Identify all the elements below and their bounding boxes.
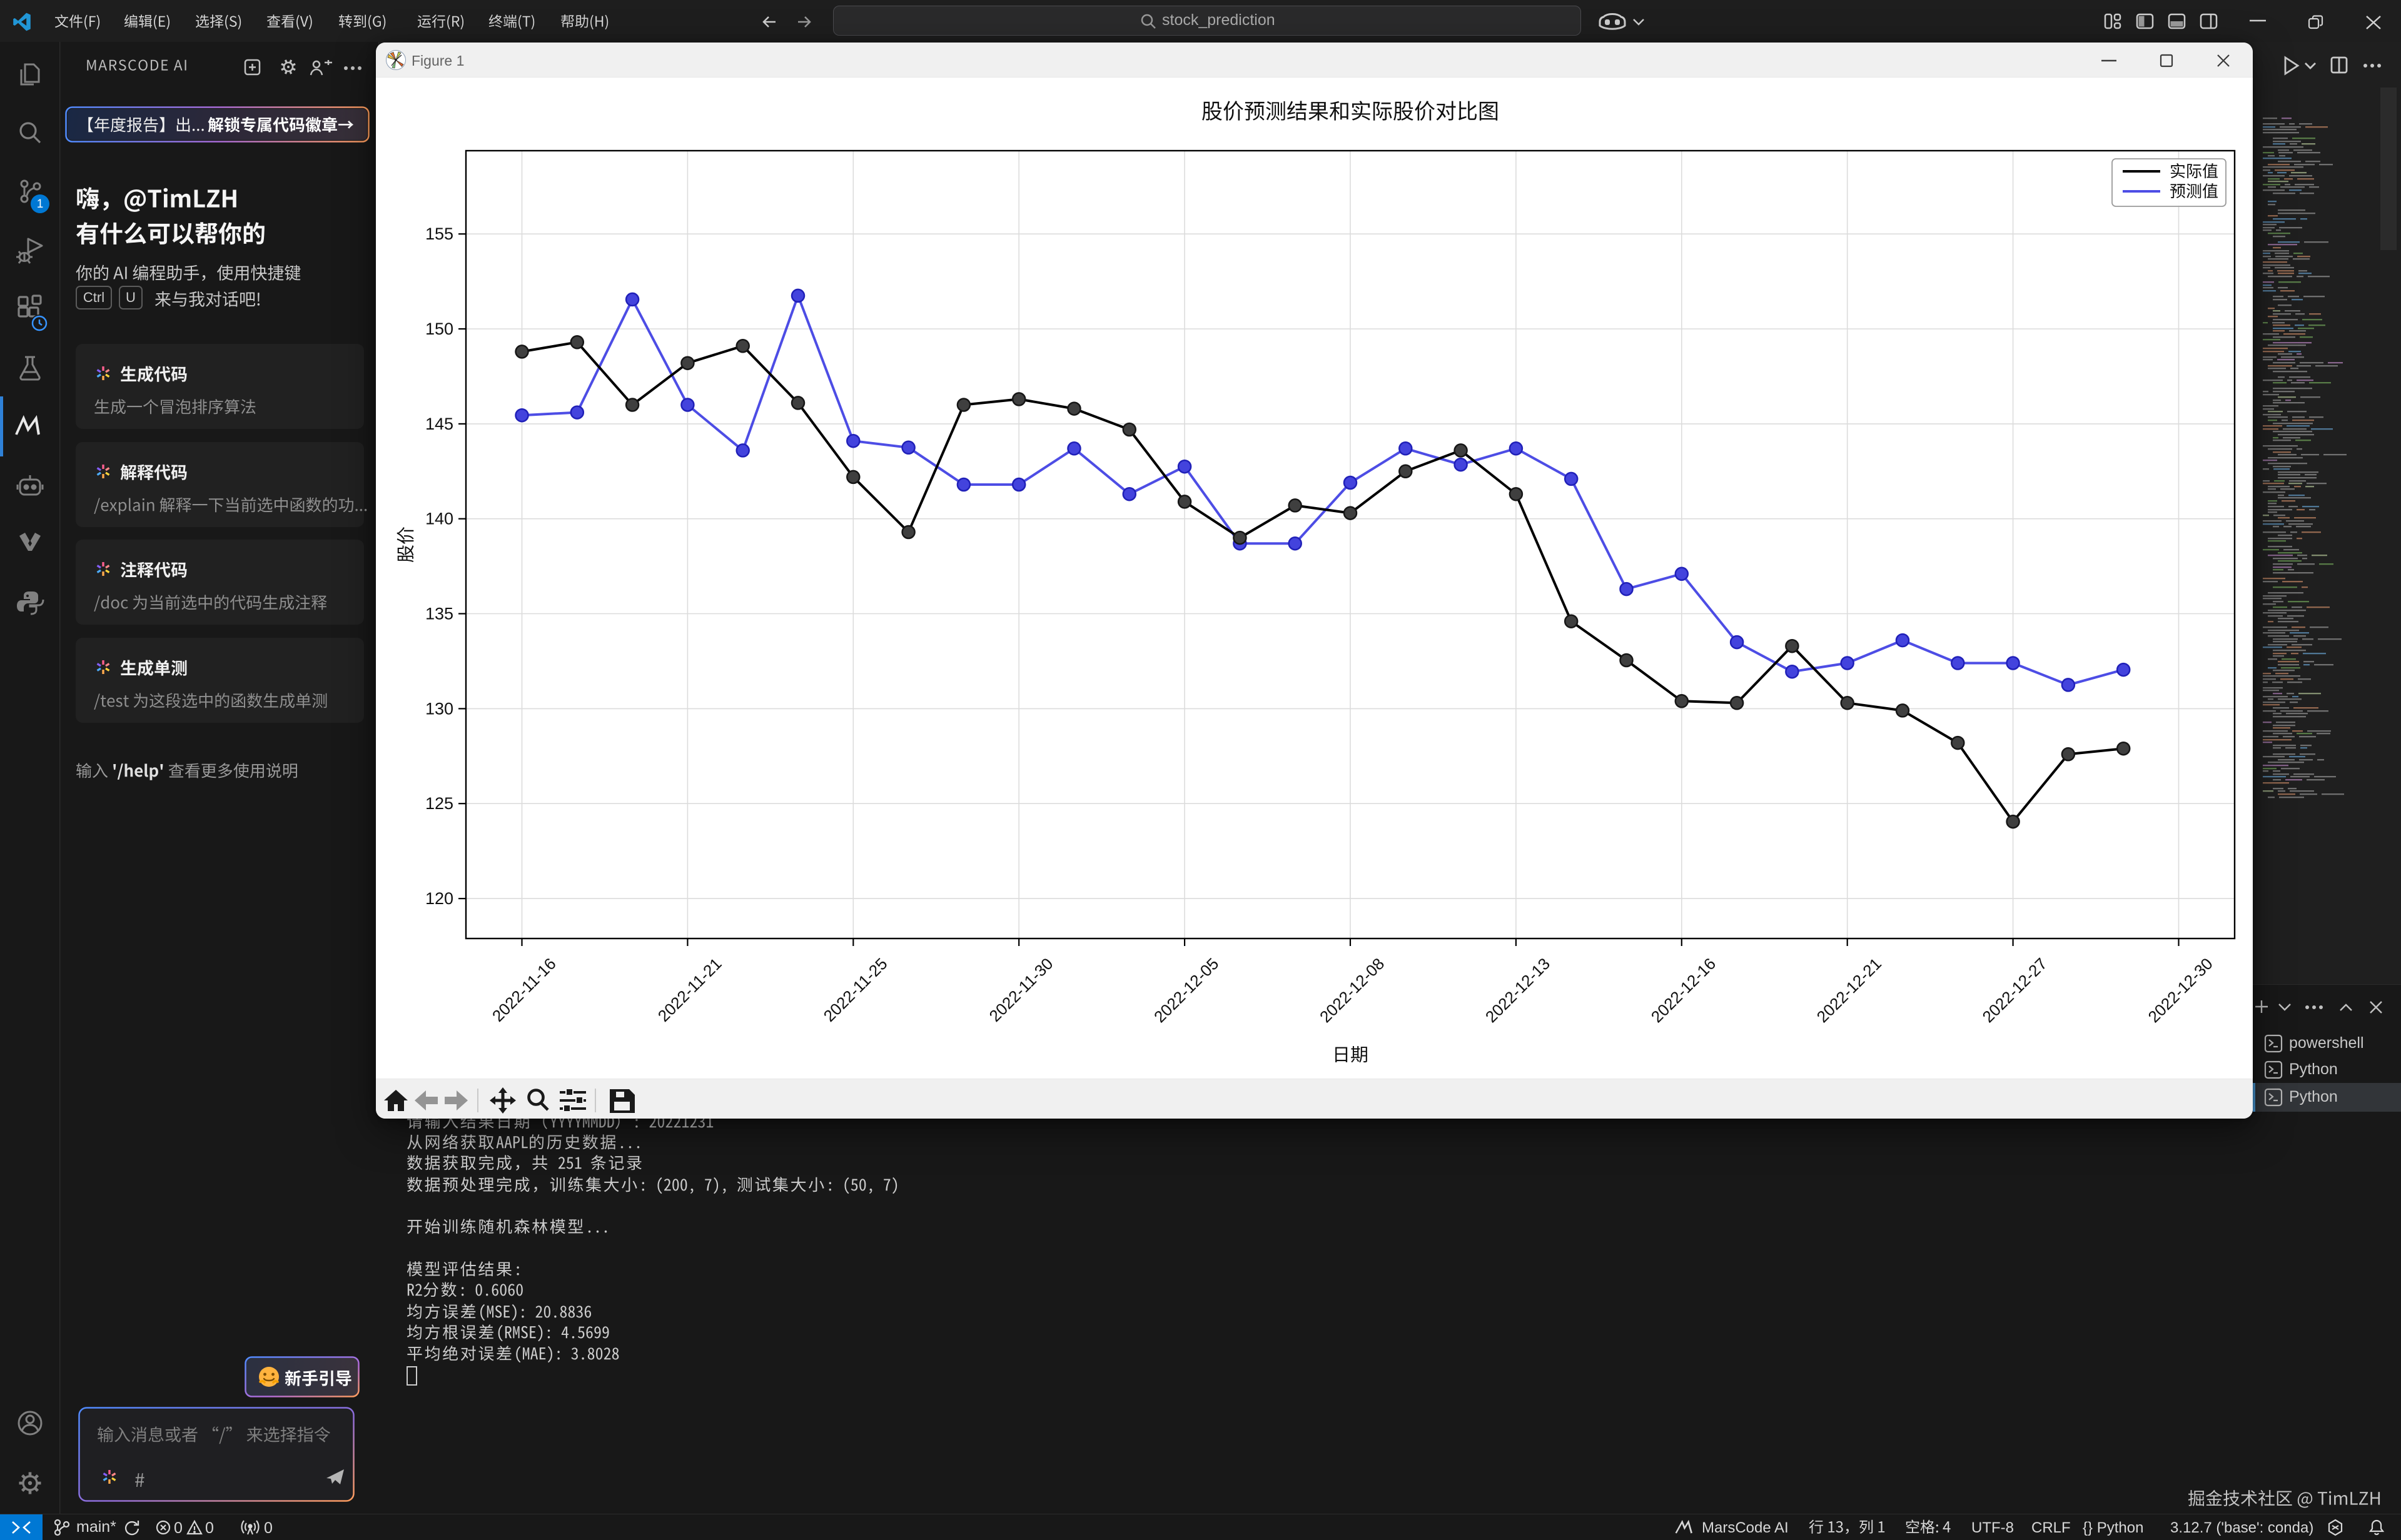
svg-text:2022-11-30: 2022-11-30 (986, 954, 1057, 1025)
svg-text:150: 150 (425, 320, 453, 338)
svg-text:130: 130 (425, 699, 453, 718)
svg-text:2022-11-21: 2022-11-21 (654, 954, 725, 1025)
svg-text:145: 145 (425, 415, 453, 433)
svg-text:2022-12-13: 2022-12-13 (1482, 954, 1554, 1026)
svg-text:140: 140 (425, 510, 453, 528)
svg-text:2022-12-08: 2022-12-08 (1316, 954, 1388, 1026)
svg-text:155: 155 (425, 224, 453, 243)
svg-text:2022-11-25: 2022-11-25 (820, 954, 891, 1025)
svg-text:2022-12-27: 2022-12-27 (1979, 954, 2051, 1026)
svg-text:135: 135 (425, 605, 453, 623)
svg-text:0: 0 (264, 1519, 273, 1537)
svg-text:2022-12-30: 2022-12-30 (2144, 954, 2216, 1026)
svg-text:2022-11-16: 2022-11-16 (488, 954, 560, 1025)
svg-text:0: 0 (205, 1519, 214, 1537)
svg-text:2022-12-05: 2022-12-05 (1150, 954, 1222, 1026)
svg-text:1: 1 (37, 198, 44, 211)
svg-text:2022-12-21: 2022-12-21 (1813, 954, 1885, 1026)
svg-text:2022-12-16: 2022-12-16 (1647, 954, 1719, 1026)
svg-text:125: 125 (425, 794, 453, 813)
svg-text:0: 0 (174, 1519, 183, 1537)
svg-text:120: 120 (425, 889, 453, 908)
